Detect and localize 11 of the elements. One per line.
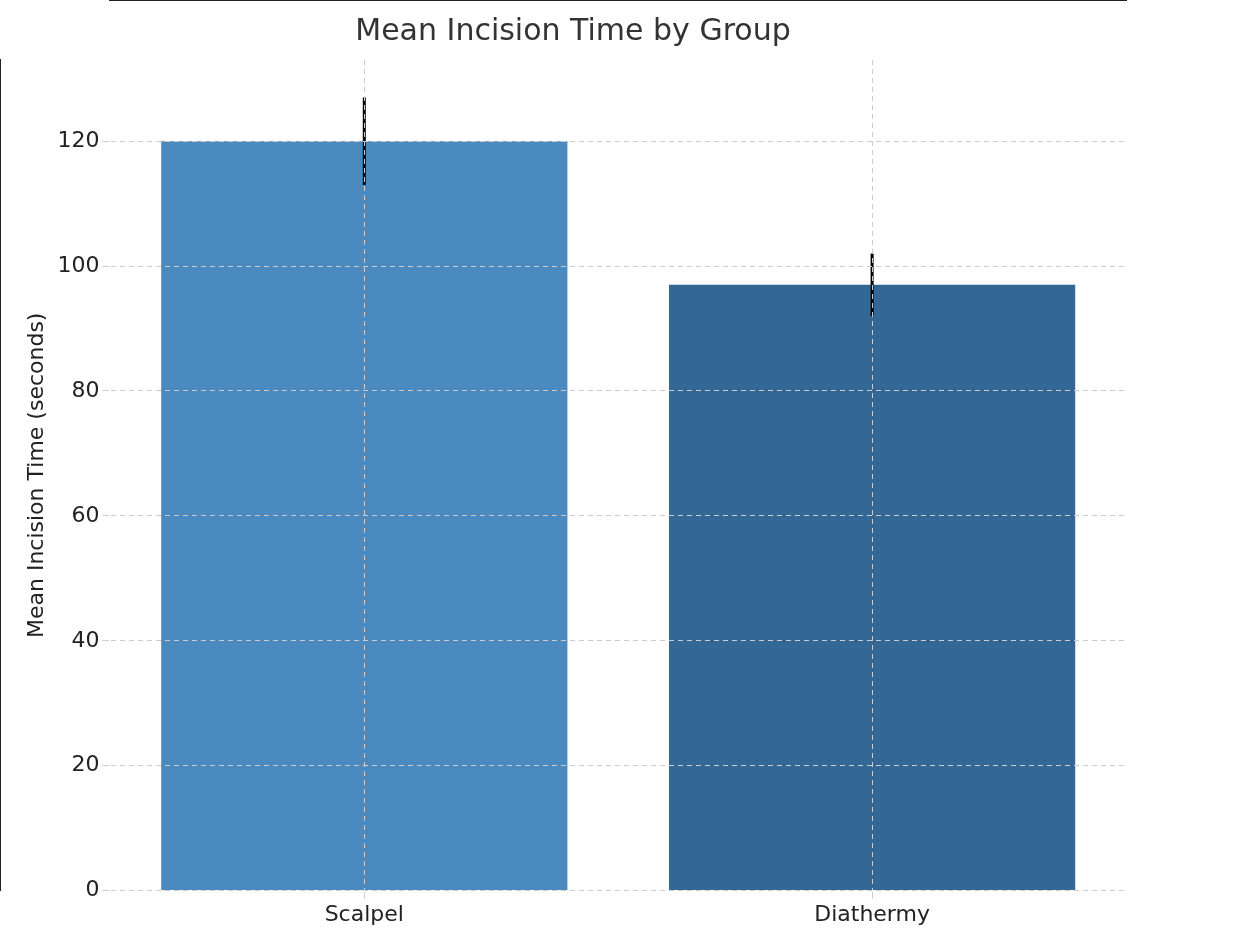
y-tick-label: 80 (71, 376, 100, 402)
y-tick-label: 60 (71, 501, 100, 527)
y-tick-label: 120 (57, 126, 100, 152)
x-tick-label: Diathermy (814, 900, 930, 926)
chart-title: Mean Incision Time by Group (355, 11, 791, 47)
y-tick-label: 100 (57, 251, 100, 277)
y-tick-label: 0 (85, 876, 100, 902)
x-tick-label: Scalpel (324, 900, 404, 926)
y-axis-title: Mean Incision Time (seconds) (22, 312, 48, 639)
y-tick-label: 40 (71, 626, 100, 652)
y-tick-label: 20 (71, 751, 100, 777)
